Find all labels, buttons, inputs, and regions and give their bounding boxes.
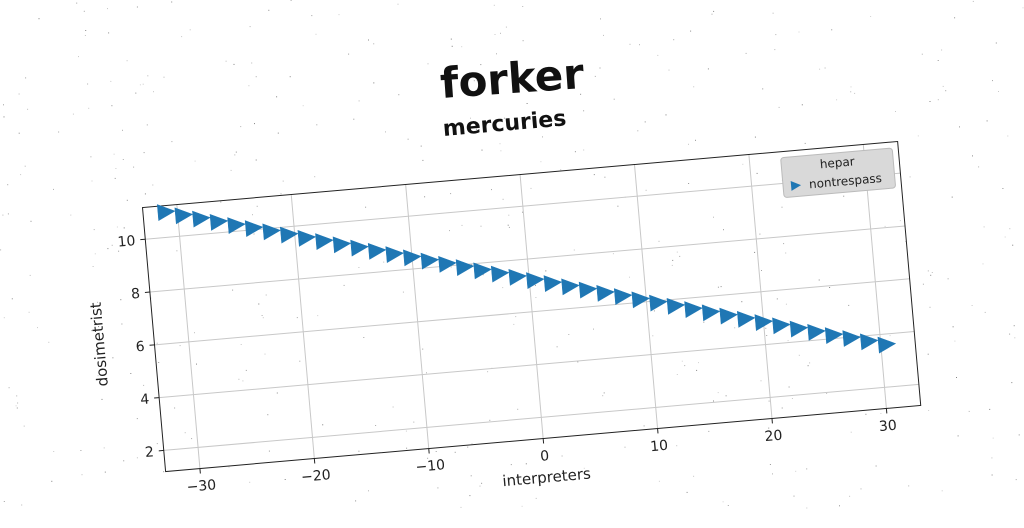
data-point <box>491 265 509 282</box>
data-point <box>772 316 790 333</box>
data-point <box>474 261 492 278</box>
data-point <box>649 294 667 311</box>
grid-line-x <box>749 154 772 418</box>
data-point <box>579 281 597 298</box>
x-tick-label: 10 <box>650 438 669 455</box>
data-point <box>526 271 544 288</box>
data-point <box>192 210 210 227</box>
grid-line-x <box>520 175 543 439</box>
data-point <box>298 229 316 246</box>
data-point <box>509 268 527 285</box>
grid-line-y <box>155 279 910 345</box>
data-point <box>263 222 281 239</box>
data-point <box>386 245 404 262</box>
data-point <box>825 326 843 343</box>
x-tick-label: 30 <box>878 418 897 435</box>
data-point <box>544 274 562 291</box>
x-tick-label: −30 <box>186 477 217 496</box>
data-point <box>808 323 826 340</box>
data-point <box>333 235 351 252</box>
data-point <box>351 239 369 256</box>
y-axis-label: dosimetrist <box>87 301 112 387</box>
data-point <box>843 329 861 346</box>
x-tick-label: −10 <box>415 457 446 476</box>
data-point <box>315 232 333 249</box>
y-tick-label: 6 <box>135 339 145 356</box>
data-point <box>702 303 720 320</box>
data-point <box>632 290 650 307</box>
y-tick-label: 8 <box>130 286 140 303</box>
data-point <box>614 287 632 304</box>
x-tick-label: 0 <box>540 448 550 465</box>
grid-line-x <box>406 185 429 449</box>
data-point <box>737 310 755 327</box>
data-point <box>878 336 896 353</box>
y-axis-ticks: 2 4 6 8 10 <box>117 232 165 462</box>
grid-line-x <box>177 205 200 469</box>
data-point <box>175 206 193 223</box>
data-point <box>562 277 580 294</box>
y-tick-label: 10 <box>117 233 136 250</box>
data-point <box>456 258 474 275</box>
data-point <box>421 252 439 269</box>
data-point <box>280 226 298 243</box>
legend: hepar nontrespass <box>781 148 896 198</box>
data-point <box>438 255 456 272</box>
y-tick-label: 2 <box>144 444 154 461</box>
data-point <box>720 307 738 324</box>
data-point <box>685 300 703 317</box>
x-tick-label: 20 <box>764 428 783 445</box>
data-point <box>210 213 228 230</box>
grid-line-y <box>164 384 919 450</box>
data-point <box>245 219 263 236</box>
y-tick-label: 4 <box>140 392 150 409</box>
data-point <box>790 320 808 337</box>
data-point <box>597 284 615 301</box>
x-tick-label: −20 <box>300 467 331 486</box>
grid-line-y <box>159 332 914 398</box>
data-point <box>368 242 386 259</box>
